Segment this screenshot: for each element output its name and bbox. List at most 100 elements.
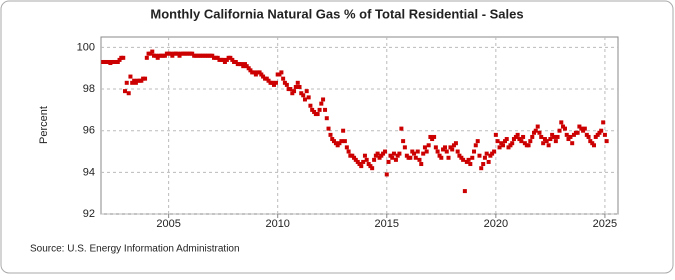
point bbox=[479, 166, 484, 171]
x-tick-label: 2025 bbox=[593, 218, 617, 230]
point bbox=[495, 139, 500, 144]
y-tick-label: 98 bbox=[83, 83, 95, 95]
point bbox=[241, 64, 246, 69]
point bbox=[555, 134, 560, 139]
point bbox=[528, 139, 533, 144]
point bbox=[459, 155, 464, 160]
point bbox=[264, 76, 269, 81]
x-tick-label: 2010 bbox=[265, 218, 289, 230]
point bbox=[143, 76, 148, 81]
point bbox=[259, 72, 264, 77]
point bbox=[239, 62, 244, 67]
point bbox=[503, 139, 508, 144]
point bbox=[139, 78, 144, 83]
point bbox=[404, 153, 409, 158]
point bbox=[279, 70, 284, 75]
point bbox=[233, 59, 238, 64]
point bbox=[315, 112, 320, 117]
point bbox=[477, 153, 482, 158]
point bbox=[408, 155, 413, 160]
point bbox=[381, 151, 386, 156]
point bbox=[508, 143, 513, 148]
point bbox=[570, 141, 575, 146]
point bbox=[517, 137, 522, 142]
point bbox=[466, 157, 471, 162]
point bbox=[290, 91, 295, 96]
point bbox=[530, 134, 535, 139]
point bbox=[168, 51, 173, 56]
point bbox=[472, 149, 477, 154]
point bbox=[533, 128, 538, 133]
point bbox=[548, 137, 553, 142]
point bbox=[575, 130, 580, 135]
point bbox=[415, 149, 420, 154]
point bbox=[282, 80, 287, 85]
point bbox=[321, 97, 326, 102]
point bbox=[526, 143, 531, 148]
point bbox=[144, 55, 149, 60]
point bbox=[215, 55, 220, 60]
point bbox=[581, 128, 586, 133]
point bbox=[412, 151, 417, 156]
point bbox=[331, 139, 336, 144]
point bbox=[319, 101, 324, 106]
point bbox=[559, 120, 564, 125]
point bbox=[317, 107, 322, 112]
point bbox=[299, 91, 304, 96]
point bbox=[599, 128, 604, 133]
point bbox=[501, 143, 506, 148]
point bbox=[379, 153, 384, 158]
point bbox=[457, 153, 462, 158]
point bbox=[346, 149, 351, 154]
point bbox=[350, 153, 355, 158]
point bbox=[397, 151, 402, 156]
point bbox=[595, 132, 600, 137]
point bbox=[557, 128, 562, 133]
point bbox=[424, 149, 429, 154]
y-tick-label: 100 bbox=[77, 41, 95, 53]
point bbox=[430, 137, 435, 142]
point bbox=[126, 91, 131, 96]
point bbox=[504, 137, 509, 142]
point bbox=[341, 128, 346, 133]
point bbox=[284, 82, 289, 87]
point bbox=[584, 132, 589, 137]
point bbox=[377, 155, 382, 160]
x-tick-label: 2005 bbox=[156, 218, 180, 230]
point bbox=[561, 124, 566, 129]
point bbox=[393, 157, 398, 162]
point bbox=[470, 155, 475, 160]
point bbox=[310, 107, 315, 112]
point bbox=[451, 143, 456, 148]
point bbox=[522, 141, 527, 146]
point bbox=[122, 89, 127, 94]
point bbox=[413, 155, 418, 160]
plot-area bbox=[100, 36, 619, 215]
y-tick-label: 92 bbox=[83, 208, 95, 220]
point bbox=[602, 132, 607, 137]
point bbox=[586, 134, 591, 139]
point bbox=[130, 80, 135, 85]
point bbox=[513, 134, 518, 139]
point bbox=[464, 159, 469, 164]
point bbox=[390, 155, 395, 160]
point bbox=[562, 126, 567, 131]
point bbox=[402, 145, 407, 150]
point bbox=[571, 132, 576, 137]
y-axis-label: Percent bbox=[38, 106, 50, 144]
point bbox=[410, 149, 415, 154]
point bbox=[568, 134, 573, 139]
point bbox=[342, 139, 347, 144]
point bbox=[244, 64, 249, 69]
point bbox=[455, 149, 460, 154]
point bbox=[246, 66, 251, 71]
point bbox=[386, 159, 391, 164]
point bbox=[337, 141, 342, 146]
point bbox=[302, 97, 307, 102]
point bbox=[443, 145, 448, 150]
point bbox=[481, 162, 486, 167]
point bbox=[153, 53, 158, 58]
point bbox=[541, 141, 546, 146]
point bbox=[266, 78, 271, 83]
